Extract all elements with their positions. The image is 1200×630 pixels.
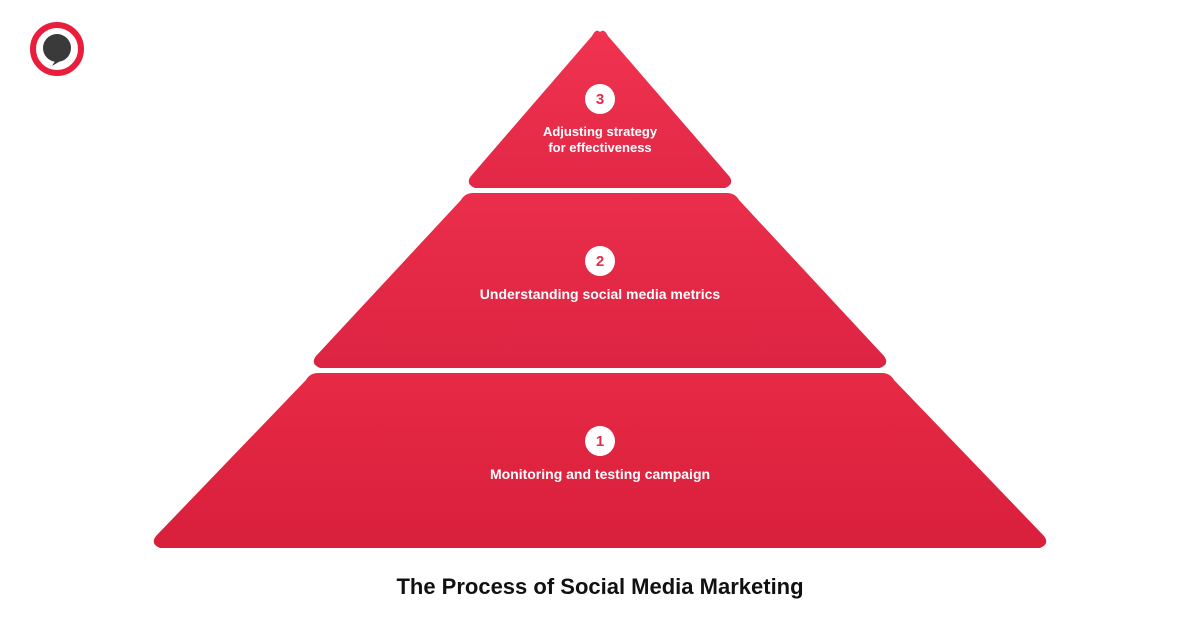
infographic-caption: The Process of Social Media Marketing bbox=[0, 574, 1200, 600]
tier-3-badge: 3 bbox=[585, 84, 615, 114]
tier-3-label: Adjusting strategy for effectiveness bbox=[543, 124, 657, 157]
pyramid-tier-3: 3 Adjusting strategy for effectiveness bbox=[465, 84, 735, 157]
tier-2-label: Understanding social media metrics bbox=[480, 286, 720, 304]
tier-2-number: 2 bbox=[596, 253, 604, 270]
pyramid-tier-1: 1 Monitoring and testing campaign bbox=[150, 426, 1050, 484]
tier-1-badge: 1 bbox=[585, 426, 615, 456]
pyramid-tier-2: 2 Understanding social media metrics bbox=[310, 246, 890, 304]
tier-3-number: 3 bbox=[596, 91, 604, 108]
brand-logo bbox=[30, 22, 84, 76]
logo-bubble-icon bbox=[43, 34, 71, 62]
pyramid-infographic: 3 Adjusting strategy for effectiveness 2… bbox=[150, 28, 1050, 548]
tier-1-number: 1 bbox=[596, 433, 604, 450]
tier-2-badge: 2 bbox=[585, 246, 615, 276]
tier-1-label: Monitoring and testing campaign bbox=[490, 466, 710, 484]
